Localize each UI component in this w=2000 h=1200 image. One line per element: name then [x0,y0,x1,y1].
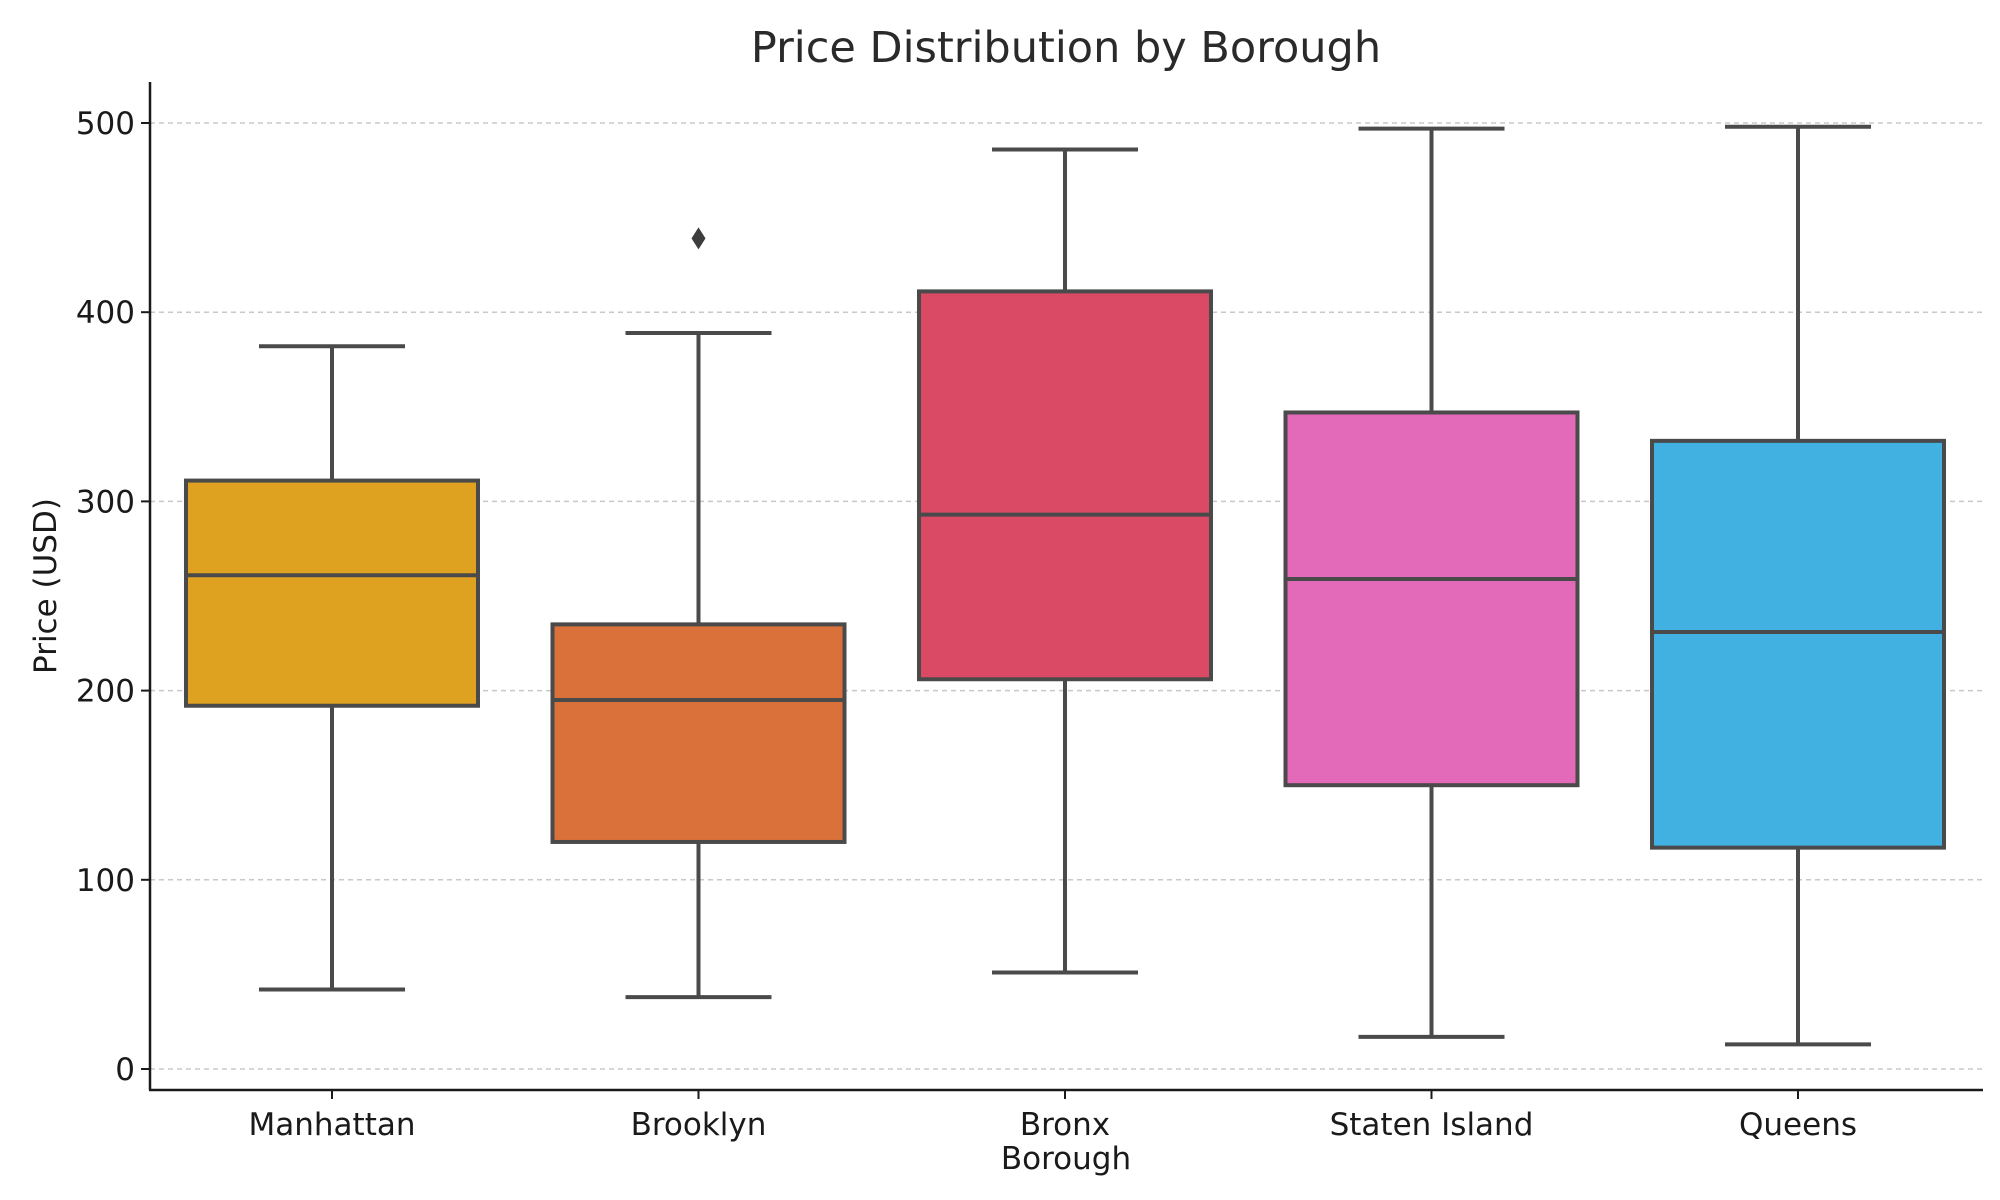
y-tick-label-400: 400 [76,295,135,331]
y-tick-label-200: 200 [76,674,135,710]
y-tick-label-100: 100 [76,863,135,899]
outlier-point-1-0 [691,227,706,250]
y-tick-label-500: 500 [76,106,135,142]
y-tick-label-300: 300 [76,484,135,520]
box-group-0 [184,344,480,992]
x-tick-label-3: Staten Island [1330,1107,1534,1143]
y-ticks: 0 100 200 300 400 500 [76,106,150,1088]
box-4 [1650,438,1946,850]
box-group-3 [1283,126,1580,1039]
x-tick-label-2: Bronx [1020,1107,1110,1143]
x-axis-title: Borough [1001,1141,1131,1177]
x-tick-label-0: Manhattan [249,1107,416,1143]
box-0 [184,478,480,708]
box-1 [550,622,847,844]
x-tick-label-1: Brooklyn [631,1107,767,1143]
box-group-4 [1650,124,1946,1047]
box-3 [1283,410,1580,788]
box-group-2 [917,147,1213,975]
box-group-1 [550,227,847,1000]
y-tick-label-0: 0 [115,1052,135,1088]
boxes [184,124,1946,1047]
y-axis-title: Price (USD) [28,498,64,674]
box-2 [917,289,1213,682]
x-tick-label-4: Queens [1739,1107,1857,1143]
chart-title: Price Distribution by Borough [751,23,1381,73]
x-ticks: Manhattan Brooklyn Bronx Staten Island Queen… [249,1090,1857,1143]
